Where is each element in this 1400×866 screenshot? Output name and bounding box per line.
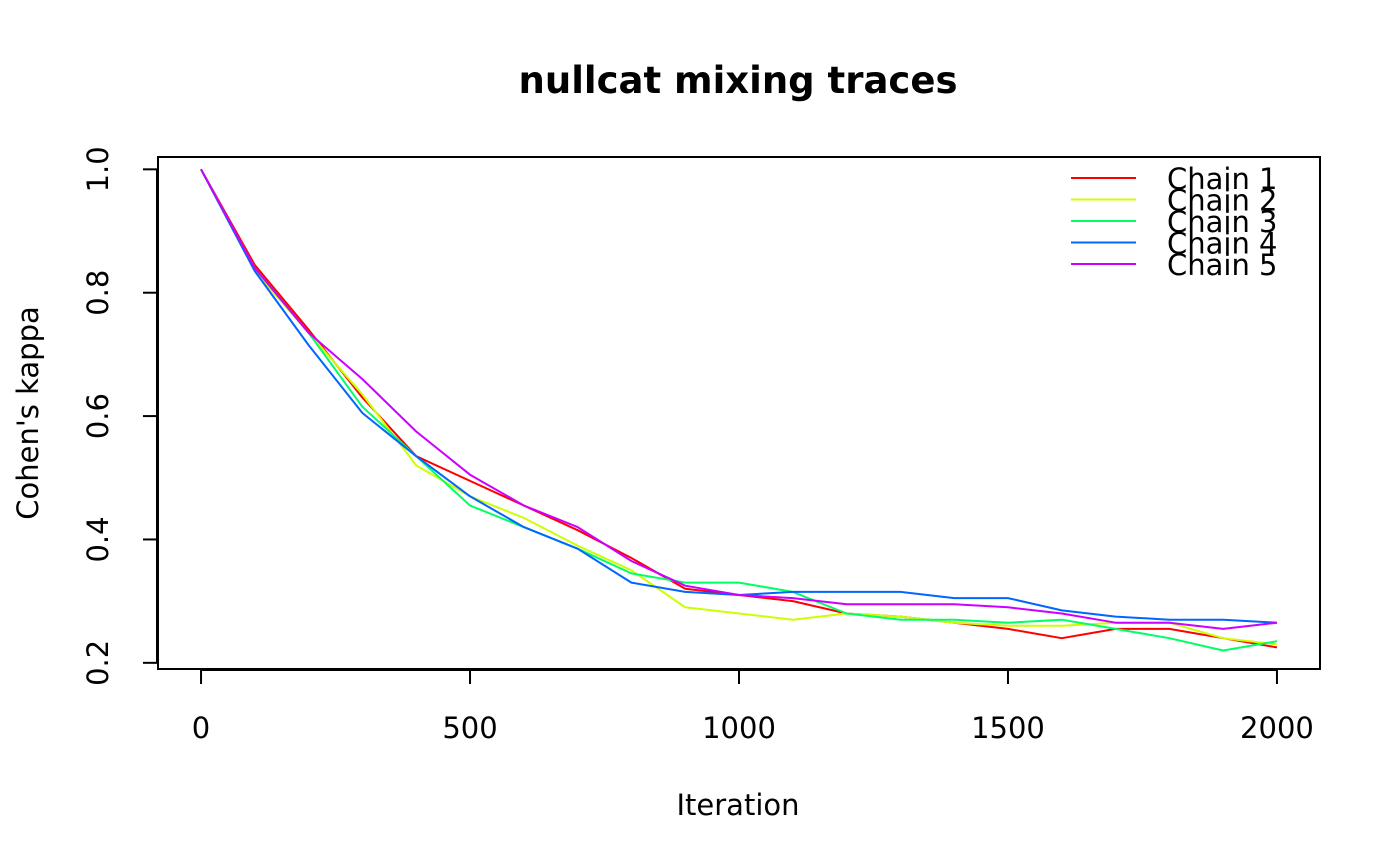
series-line-chain-2 [200,168,1278,646]
x-tick-label: 1500 [971,711,1045,745]
series-line-chain-1 [200,168,1278,649]
y-axis-label: Cohen's kappa [11,306,45,520]
y-tick-label: 0.4 [81,516,115,562]
legend-label-chain-4: Chain 4 [1167,227,1278,261]
y-tick-label: 0.2 [81,640,115,686]
legend-label-chain-3: Chain 3 [1167,205,1278,239]
y-tick-label: 0.8 [81,270,115,316]
x-tick-label: 2000 [1240,711,1314,745]
legend-label-chain-2: Chain 2 [1167,184,1278,218]
x-tick-label: 0 [192,711,210,745]
y-tick-label: 1.0 [81,146,115,192]
series-layer [200,168,1278,652]
y-axis: 0.2 0.4 0.6 0.8 1.0 [81,146,158,686]
x-tick-label: 500 [442,711,497,745]
legend-label-chain-1: Chain 1 [1167,162,1278,196]
plot-frame [157,156,1321,670]
x-axis: 0 500 1000 1500 2000 [192,669,1314,745]
series-line-chain-3 [200,168,1278,652]
y-tick-label: 0.6 [81,393,115,439]
series-line-chain-5 [200,168,1278,630]
chart-title: nullcat mixing traces [519,59,958,102]
x-axis-label: Iteration [676,788,799,822]
legend-label-chain-5: Chain 5 [1167,248,1278,282]
x-tick-label: 1000 [702,711,776,745]
